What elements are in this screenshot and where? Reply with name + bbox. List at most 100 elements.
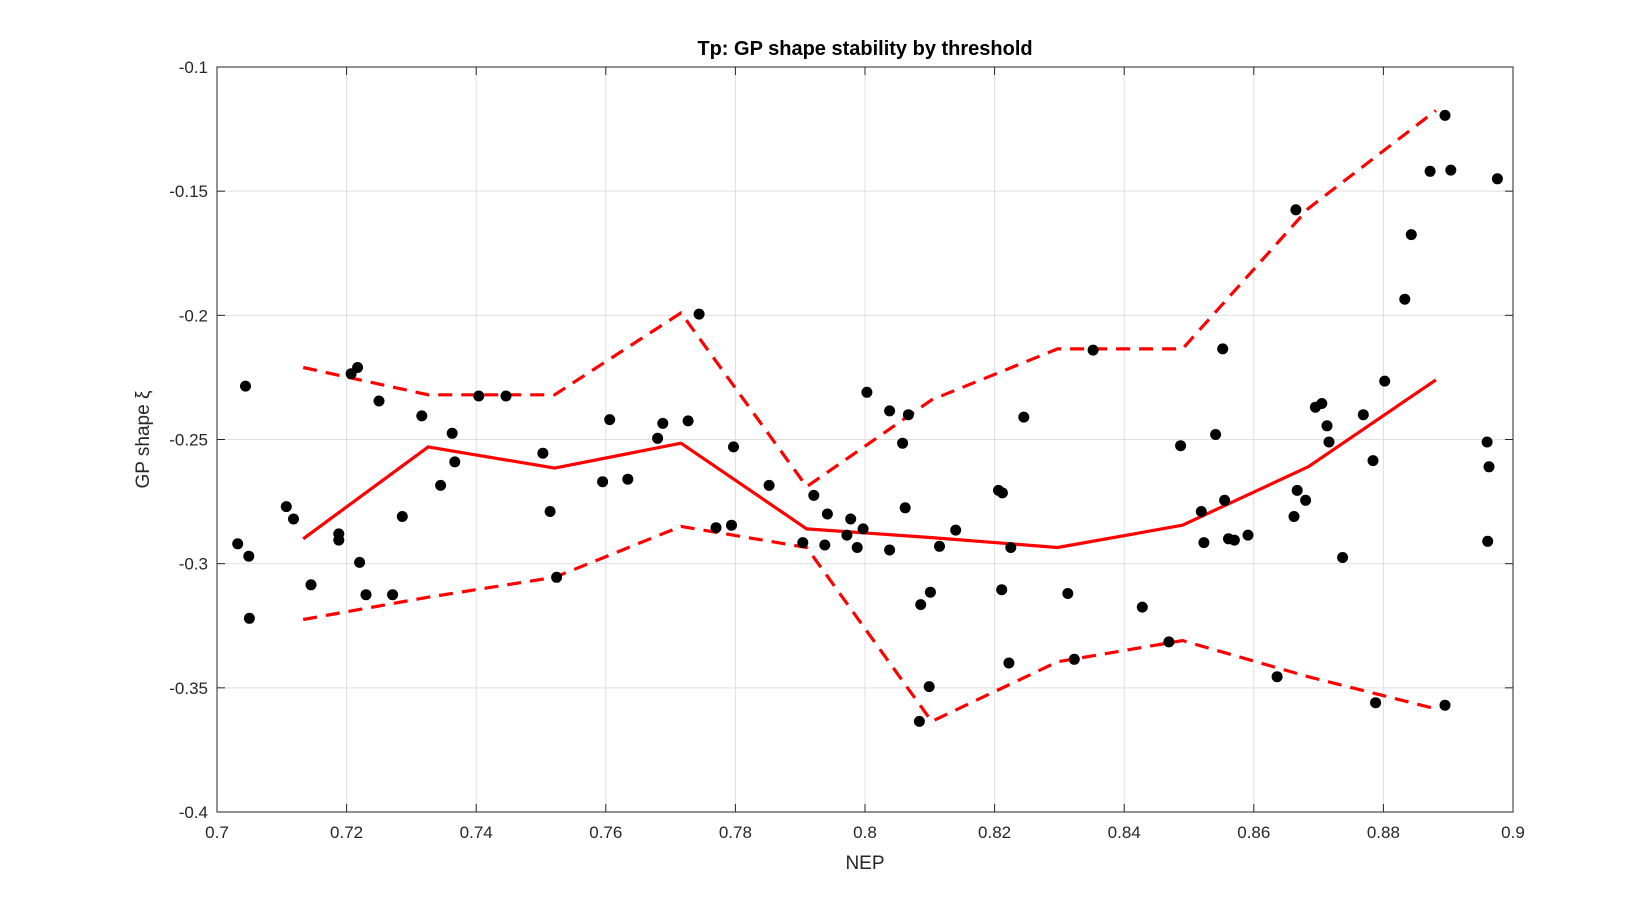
data-point [1481, 436, 1493, 448]
data-point [728, 441, 739, 453]
data-point [1271, 671, 1283, 683]
data-point [996, 584, 1008, 596]
data-point [915, 599, 927, 611]
data-point [1300, 494, 1312, 506]
data-point [899, 502, 911, 514]
y-tick-label: -0.25 [169, 431, 208, 450]
data-point [305, 579, 317, 591]
data-point [1323, 436, 1335, 448]
data-point [934, 540, 945, 552]
data-point [1175, 440, 1187, 452]
data-point [473, 390, 485, 402]
chart-title: Tp: GP shape stability by threshold [697, 38, 1032, 60]
y-tick-label: -0.15 [169, 182, 208, 201]
data-point [841, 529, 853, 541]
data-point [693, 308, 705, 320]
y-axis-label: GP shape ξ [133, 390, 154, 488]
data-point [597, 476, 609, 488]
x-tick-label: 0.86 [1237, 823, 1270, 842]
scatter-points [232, 109, 1503, 727]
y-tick-labels: -0.4 -0.35 -0.3 -0.25 -0.2 -0.15 -0.1 [169, 58, 208, 822]
x-tick-label: 0.88 [1367, 823, 1400, 842]
data-point [243, 550, 255, 562]
data-point [1291, 484, 1303, 496]
data-point [1439, 699, 1451, 711]
y-tick-label: -0.2 [179, 306, 208, 325]
data-point [604, 414, 616, 426]
data-point [710, 522, 722, 534]
confidence-bound-line [302, 524, 1437, 724]
data-point [1005, 542, 1017, 553]
x-axis-label: NEP [845, 853, 884, 874]
x-tick-label: 0.84 [1108, 823, 1141, 842]
data-point [354, 556, 366, 568]
x-tick-label: 0.74 [460, 823, 493, 842]
x-tick-label: 0.82 [978, 823, 1011, 842]
data-point [1370, 697, 1382, 709]
data-point [1379, 375, 1391, 387]
x-tick-labels: 0.7 0.72 0.74 0.76 0.78 0.8 0.82 0.84 0.86 0.88 0.… [205, 823, 1525, 842]
data-point [1242, 529, 1254, 541]
data-point [373, 395, 385, 407]
data-point [446, 427, 458, 439]
data-point [682, 415, 694, 427]
data-point [1321, 420, 1333, 432]
data-point [1163, 636, 1175, 648]
data-point [1210, 429, 1222, 440]
data-point [416, 410, 428, 422]
data-point [280, 501, 292, 513]
data-point [1367, 455, 1379, 467]
data-point [288, 513, 299, 525]
data-point [544, 506, 556, 517]
data-point [845, 513, 857, 525]
data-point [1399, 293, 1411, 305]
data-point [1198, 537, 1210, 549]
data-point [726, 519, 737, 531]
data-point [851, 542, 863, 553]
data-point [1405, 229, 1417, 241]
data-point [857, 523, 869, 535]
data-point [1357, 409, 1369, 421]
data-point [1290, 204, 1302, 216]
data-point [897, 437, 909, 449]
data-point [763, 479, 775, 491]
data-point [240, 380, 251, 392]
data-point [396, 511, 408, 522]
axis-ticks [216, 66, 1514, 813]
data-point [435, 479, 447, 491]
x-tick-label: 0.7 [205, 823, 229, 842]
data-point [902, 409, 914, 421]
y-tick-label: -0.1 [179, 58, 208, 77]
data-point [622, 473, 634, 485]
data-point [996, 487, 1008, 499]
data-point [551, 571, 563, 583]
confidence-bound-line [302, 109, 1437, 489]
y-tick-label: -0.35 [169, 679, 208, 698]
data-point [1439, 109, 1451, 121]
x-tick-label: 0.78 [719, 823, 752, 842]
data-point [1217, 343, 1229, 355]
data-point [360, 589, 372, 601]
data-point [1483, 461, 1495, 473]
data-point [924, 586, 936, 598]
data-point [387, 589, 399, 601]
data-point [1087, 344, 1099, 356]
data-point [1228, 534, 1240, 546]
data-point [1482, 535, 1494, 547]
data-point [1219, 494, 1231, 506]
data-point [861, 386, 873, 398]
data-point [1491, 173, 1503, 185]
data-point [1003, 657, 1015, 669]
data-point [1018, 411, 1030, 423]
data-point [1337, 552, 1349, 563]
y-tick-label: -0.4 [179, 803, 208, 822]
x-tick-label: 0.8 [853, 823, 877, 842]
x-tick-label: 0.9 [1501, 823, 1525, 842]
data-point [913, 715, 925, 727]
grid [216, 66, 1514, 813]
data-point [243, 612, 255, 624]
data-point [797, 537, 809, 549]
data-point [1424, 165, 1436, 177]
data-point [652, 432, 664, 444]
